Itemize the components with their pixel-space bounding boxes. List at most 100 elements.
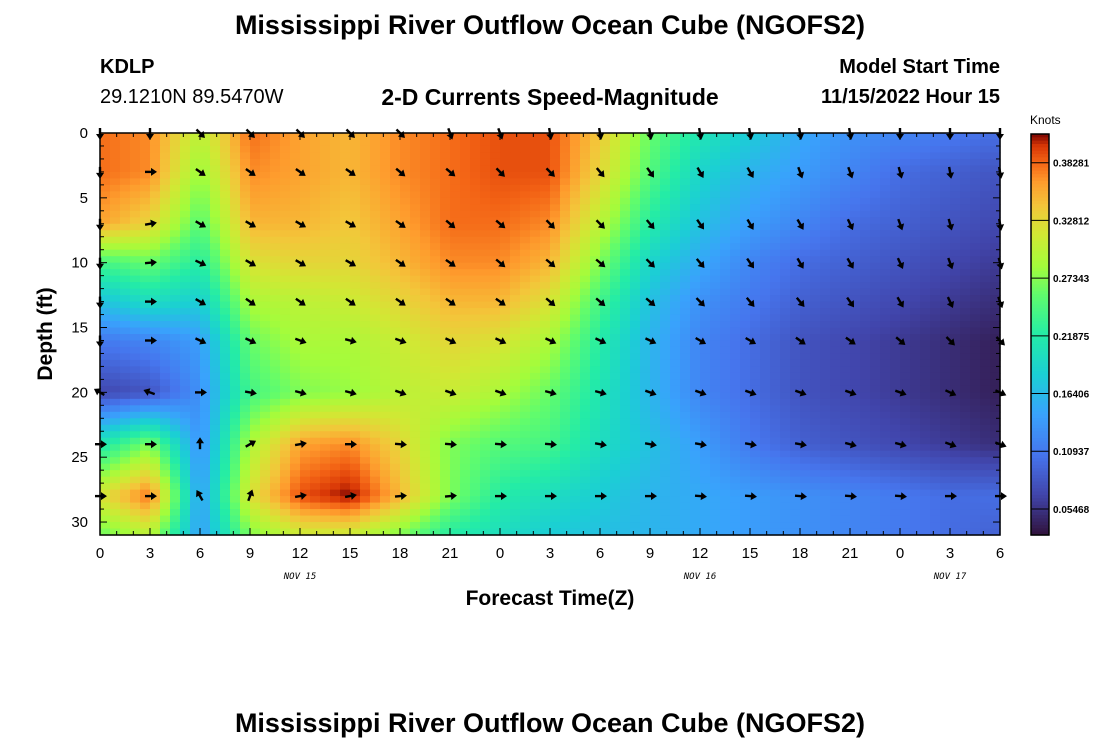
heatmap-cell [600,262,611,270]
heatmap-cell [750,314,761,322]
heatmap-cell [690,139,701,147]
heatmap-cell [530,152,541,160]
heatmap-cell [290,217,301,225]
heatmap-cell [980,133,991,141]
heatmap-cell [980,327,991,335]
heatmap-cell [830,327,841,335]
heatmap-cell [890,243,901,251]
heatmap-cell [410,385,421,393]
heatmap-cell [420,152,431,160]
heatmap-cell [970,282,981,290]
heatmap-cell [180,197,191,205]
heatmap-cell [730,165,741,173]
heatmap-cell [560,450,571,458]
heatmap-cell [940,256,951,264]
heatmap-cell [250,243,261,251]
heatmap-cell [100,275,111,283]
heatmap-cell [260,178,271,186]
heatmap-cell [510,334,521,342]
heatmap-cell [400,139,411,147]
heatmap-cell [810,353,821,361]
heatmap-cell [710,398,721,406]
heatmap-cell [290,483,301,491]
heatmap-cell [190,145,201,154]
heatmap-cell [930,230,941,238]
heatmap-cell [210,301,221,309]
heatmap-cell [310,178,321,186]
heatmap-cell [920,230,931,238]
heatmap-cell [830,483,841,491]
heatmap-cell [250,165,261,173]
heatmap-cell [700,275,711,283]
heatmap-cell [550,437,561,445]
heatmap-cell [910,133,921,141]
heatmap-cell [760,301,771,309]
heatmap-cell [600,301,611,309]
heatmap-cell [170,476,181,484]
heatmap-cell [910,230,921,238]
heatmap-cell [570,288,581,296]
heatmap-cell [350,249,361,257]
heatmap-cell [290,392,301,400]
heatmap-cell [630,165,641,173]
heatmap-cell [820,431,831,439]
heatmap-cell [180,327,191,335]
heatmap-cell [930,321,941,329]
heatmap-cell [890,204,901,212]
heatmap-cell [430,470,441,478]
heatmap-cell [840,223,851,231]
heatmap-cell [310,256,321,264]
heatmap-cell [240,385,251,393]
heatmap-cell [370,204,381,212]
heatmap-cell [290,418,301,426]
heatmap-cell [120,372,131,380]
heatmap-cell [530,236,541,244]
heatmap-cell [300,321,311,329]
heatmap-cell [650,269,661,277]
heatmap-cell [210,191,221,199]
heatmap-cell [990,256,1001,264]
heatmap-cell [800,353,811,361]
heatmap-cell [950,171,961,179]
heatmap-cell [420,217,431,225]
heatmap-cell [440,236,451,244]
heatmap-cell [850,327,861,335]
heatmap-cell [390,385,401,393]
heatmap-cell [630,230,641,238]
heatmap-cell [510,133,521,141]
heatmap-cell [900,470,911,478]
heatmap-cell [760,243,771,251]
heatmap-cell [690,327,701,335]
heatmap-cell [780,418,791,426]
heatmap-cell [610,282,621,290]
heatmap-cell [330,398,341,406]
heatmap-cell [820,210,831,218]
heatmap-cell [470,398,481,406]
heatmap-cell [410,314,421,322]
heatmap-cell [840,236,851,244]
heatmap-cell [170,152,181,160]
heatmap-cell [430,236,441,244]
heatmap-cell [810,359,821,368]
heatmap-cell [820,334,831,342]
heatmap-cell [440,489,451,497]
heatmap-cell [240,133,251,141]
heatmap-cell [240,431,251,439]
heatmap-cell [830,139,841,147]
heatmap-cell [310,424,321,432]
heatmap-cell [190,191,201,199]
heatmap-cell [460,282,471,290]
heatmap-cell [800,444,811,452]
heatmap-cell [460,418,471,426]
heatmap-cell [970,476,981,484]
heatmap-cell [410,139,421,147]
heatmap-cell [820,191,831,199]
heatmap-cell [790,282,801,290]
heatmap-cell [240,301,251,309]
heatmap-cell [230,398,241,406]
heatmap-cell [780,256,791,264]
heatmap-cell [820,359,831,368]
heatmap-cell [140,437,151,445]
heatmap-cell [420,398,431,406]
heatmap-cell [930,210,941,218]
